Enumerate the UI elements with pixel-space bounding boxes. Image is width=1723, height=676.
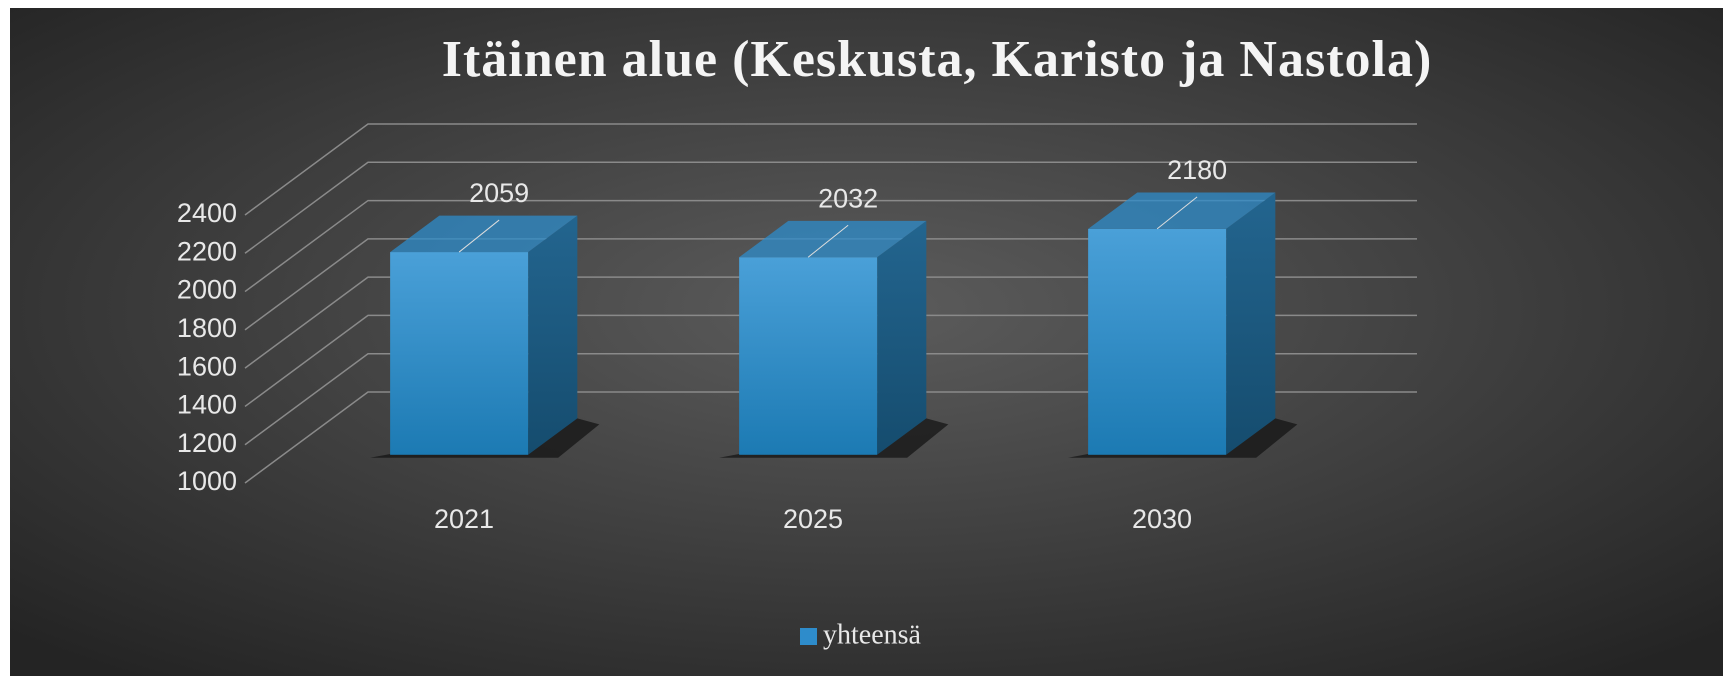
y-tick-label: 1800 <box>177 313 237 343</box>
bar-top <box>739 220 927 258</box>
bar-side <box>877 220 927 455</box>
legend-label: yhteensä <box>823 619 922 650</box>
chart-title: Itäinen alue (Keskusta, Karisto ja Nasto… <box>442 31 1433 88</box>
x-tick-label: 2021 <box>434 504 494 534</box>
y-tick-label: 1400 <box>177 390 237 420</box>
grid-line <box>244 238 1417 331</box>
data-label: 2180 <box>1167 155 1227 185</box>
leader-line <box>1156 196 1198 230</box>
grid-line <box>244 352 1417 446</box>
y-tick-label: 1600 <box>177 351 237 381</box>
leader-line <box>458 219 500 253</box>
y-tick-label: 2200 <box>177 236 237 266</box>
bar <box>390 252 529 455</box>
grid-line <box>244 391 1417 484</box>
grid-line <box>244 314 1417 408</box>
x-tick-label: 2025 <box>783 504 843 534</box>
grid-line <box>244 199 1417 293</box>
data-label: 2032 <box>818 183 878 213</box>
grid-line <box>244 276 1417 369</box>
y-tick-label: 1000 <box>177 466 237 496</box>
bar-side <box>1226 192 1276 455</box>
y-tick-label: 2400 <box>177 198 237 228</box>
data-label: 2059 <box>469 178 529 208</box>
bar-top <box>1088 192 1276 229</box>
grid-line <box>244 161 1417 254</box>
y-tick-label: 1200 <box>177 428 237 458</box>
legend-swatch <box>800 628 817 645</box>
grid-line <box>244 123 1417 216</box>
bar <box>1088 228 1227 455</box>
y-tick-label: 2000 <box>177 275 237 305</box>
x-tick-label: 2030 <box>1132 504 1192 534</box>
bar-side <box>528 215 578 455</box>
bar <box>739 257 878 455</box>
leader-line <box>807 224 849 258</box>
bar-top <box>390 215 578 253</box>
